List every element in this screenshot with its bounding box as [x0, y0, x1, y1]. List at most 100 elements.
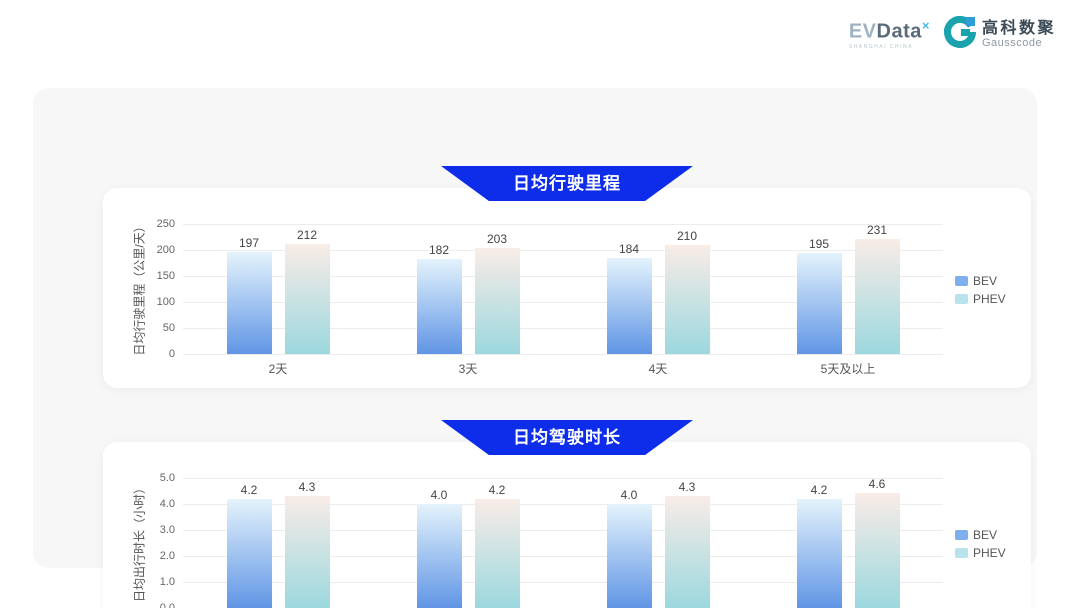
x-category-label-2天: 2天 — [268, 362, 288, 376]
bar-bev-2天[interactable] — [226, 498, 272, 608]
bar-value-label: 182 — [428, 243, 450, 258]
gausscode-logo-cn: 高科数聚 — [981, 19, 1056, 37]
bar-value-label: 4.3 — [678, 480, 696, 495]
bar-group-5天及以上: 4.2 4.6 — [753, 478, 943, 608]
charts-panel: 日均行驶里程 日均行驶里程（公里/天） 0 50 100 150 200 250 197 21… — [33, 88, 1037, 608]
bar-wrap-PHEV-5天及以上: 4.6 — [854, 477, 900, 608]
bar-wrap-BEV-4天: 4.0 — [606, 478, 652, 608]
x-category-label-4天: 4天 — [648, 362, 668, 376]
x-category-label-5天及以上: 5天及以上 — [820, 362, 876, 376]
y-tick-label: 2.0 — [159, 550, 175, 562]
legend-label: PHEV — [973, 292, 1006, 306]
gausscode-logo-text: 高科数聚 Gausscode — [982, 20, 1056, 50]
bar-wrap-BEV-2天: 197 — [226, 224, 272, 354]
bar-wrap-PHEV-4天: 4.3 — [664, 478, 710, 608]
bar-phev-2天[interactable] — [284, 496, 330, 608]
bar-wrap-PHEV-3天: 4.2 — [474, 478, 520, 608]
gridline — [183, 224, 943, 225]
gridline — [183, 530, 943, 531]
header-logos: EVData× SHANGHAI CHINA 高科数聚 Gausscode — [849, 15, 1056, 53]
gridline — [183, 328, 943, 329]
evdata-logo-text: EVData× — [849, 19, 930, 42]
bar-phev-3天[interactable] — [474, 248, 520, 354]
chart-card-daily-driving-duration: 日均驾驶时长 日均出行时长（小时） 0.0 1.0 2.0 3.0 4.0 5.0 4.2 4… — [103, 420, 1031, 608]
legend-label: BEV — [973, 274, 998, 288]
chart-title-banner-mileage: 日均行驶里程 — [441, 166, 693, 201]
gridline — [183, 250, 943, 251]
bar-value-label: 231 — [866, 223, 888, 237]
bar-value-label: 184 — [618, 242, 640, 257]
evdata-logo-data: Data — [876, 20, 922, 43]
bar-group-2天: 197 212 — [183, 224, 373, 354]
y-tick-label: 4.0 — [159, 498, 175, 510]
evdata-logo-subtext: SHANGHAI CHINA — [848, 43, 913, 50]
bar-phev-3天[interactable] — [474, 498, 520, 608]
gridline — [183, 276, 943, 277]
legend-item-phev[interactable]: PHEV — [955, 292, 1006, 306]
bar-wrap-BEV-4天: 184 — [606, 224, 652, 354]
bar-wrap-PHEV-2天: 212 — [284, 224, 330, 354]
legend-swatch-phev — [955, 294, 968, 304]
legend-swatch-bev — [955, 276, 968, 286]
x-category-label-3天: 3天 — [458, 362, 478, 376]
gausscode-g-icon — [944, 15, 976, 53]
legend-item-bev[interactable]: BEV — [955, 274, 1006, 288]
bar-phev-2天[interactable] — [284, 243, 330, 354]
bar-groups: 4.2 4.3 4.0 4.2 4.0 4.3 4.2 4.6 — [183, 478, 943, 608]
bar-bev-4天[interactable] — [606, 504, 652, 608]
bar-value-label: 4.2 — [240, 482, 258, 497]
bar-bev-2天[interactable] — [226, 251, 272, 354]
y-tick-label: 200 — [156, 244, 175, 256]
y-axis-title: 日均行驶里程（公里/天） — [132, 220, 147, 356]
bar-phev-5天及以上[interactable] — [854, 239, 900, 354]
bar-wrap-PHEV-5天及以上: 231 — [854, 223, 900, 354]
bar-value-label: 4.2 — [488, 482, 506, 497]
legend-item-bev[interactable]: BEV — [955, 528, 1006, 542]
y-tick-label: 150 — [156, 270, 175, 282]
bar-wrap-BEV-3天: 182 — [416, 224, 462, 354]
bar-value-label: 4.6 — [868, 477, 886, 491]
y-tick-label: 1.0 — [159, 576, 175, 588]
bar-value-label: 203 — [486, 232, 508, 247]
bar-value-label: 197 — [238, 235, 260, 250]
plot-area: 0 50 100 150 200 250 197 212 182 203 184 210 195 231 — [157, 218, 943, 360]
y-axis-title: 日均出行时长（小时） — [132, 481, 147, 603]
gridline — [183, 354, 943, 355]
bar-phev-4天[interactable] — [664, 496, 710, 608]
y-tick-label: 100 — [156, 296, 175, 308]
evdata-logo-ev: EV — [848, 20, 877, 43]
gridline — [183, 478, 943, 479]
bar-value-label: 4.0 — [430, 488, 448, 502]
y-tick-label: 5.0 — [159, 472, 175, 484]
bar-bev-3天[interactable] — [416, 259, 462, 354]
bar-group-4天: 4.0 4.3 — [563, 478, 753, 608]
bar-group-5天及以上: 195 231 — [753, 224, 943, 354]
legend: BEV PHEV — [955, 274, 1006, 306]
legend-item-phev[interactable]: PHEV — [955, 546, 1006, 560]
legend-swatch-bev — [955, 530, 968, 540]
bar-wrap-PHEV-3天: 203 — [474, 224, 520, 354]
evdata-logo-x-mark: × — [921, 18, 930, 34]
bar-value-label: 4.2 — [810, 482, 828, 497]
legend-label: PHEV — [973, 546, 1006, 560]
bar-bev-4天[interactable] — [606, 258, 652, 354]
gausscode-logo-en: Gausscode — [981, 37, 1043, 50]
bar-bev-5天及以上[interactable] — [796, 498, 842, 608]
bar-phev-4天[interactable] — [664, 244, 710, 354]
gridline — [183, 504, 943, 505]
legend-swatch-phev — [955, 548, 968, 558]
bar-bev-3天[interactable] — [416, 504, 462, 608]
bar-wrap-PHEV-4天: 210 — [664, 224, 710, 354]
bar-wrap-BEV-2天: 4.2 — [226, 478, 272, 608]
legend-label: BEV — [973, 528, 998, 542]
bar-phev-5天及以上[interactable] — [854, 493, 900, 608]
bar-bev-5天及以上[interactable] — [796, 252, 842, 354]
bar-group-4天: 184 210 — [563, 224, 753, 354]
gridline — [183, 556, 943, 557]
x-axis-labels: 2天 3天 4天 5天及以上 — [183, 360, 943, 377]
bar-value-label: 210 — [676, 228, 698, 243]
gridline — [183, 302, 943, 303]
plot-area: 0.0 1.0 2.0 3.0 4.0 5.0 4.2 4.3 4.0 4.2 4.0 4.3 4.2 4… — [160, 472, 943, 608]
evdata-logo: EVData× SHANGHAI CHINA — [849, 19, 930, 50]
